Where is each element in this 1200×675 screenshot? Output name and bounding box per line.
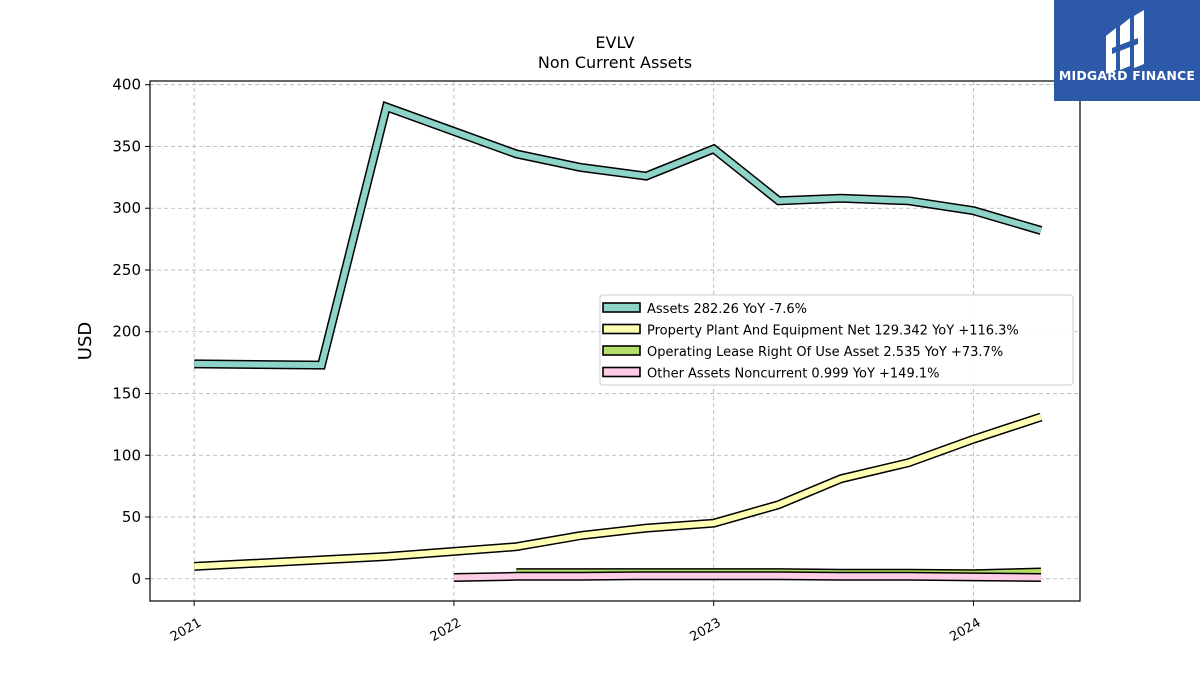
y-tick-label: 150 — [112, 384, 141, 402]
legend-swatch — [602, 345, 641, 356]
legend-label: Property Plant And Equipment Net 129.342… — [647, 324, 1019, 339]
series-line-0 — [194, 102, 1042, 369]
y-tick-label: 300 — [112, 199, 141, 217]
y-tick-label: 200 — [112, 323, 141, 341]
legend-swatch — [602, 323, 641, 335]
series-line-1 — [194, 414, 1042, 570]
legend-swatch — [602, 302, 641, 313]
legend-label: Other Assets Noncurrent 0.999 YoY +149.1… — [647, 367, 939, 382]
legend-swatch — [602, 366, 641, 378]
brand-mark-icon — [1106, 10, 1144, 74]
chart-title: EVLV — [595, 33, 634, 52]
legend-label: Assets 282.26 YoY -7.6% — [647, 302, 807, 317]
y-tick-label: 100 — [112, 446, 141, 464]
series-line-3 — [453, 572, 1042, 581]
series-outline-1 — [193, 412, 1043, 571]
series-layer — [193, 100, 1043, 582]
y-tick-label: 250 — [112, 261, 141, 279]
y-tick-label: 0 — [131, 570, 141, 588]
brand-name: MIDGARD FINANCE — [1058, 68, 1196, 83]
brand-logo: MIDGARD FINANCE — [1054, 0, 1200, 101]
y-tick-label: 400 — [112, 76, 141, 94]
y-tick-label: 50 — [122, 508, 141, 526]
legend-box — [599, 294, 1074, 386]
x-tick-label: 2022 — [428, 615, 464, 645]
y-tick-label: 350 — [112, 137, 141, 155]
legend-label: Operating Lease Right Of Use Asset 2.535… — [647, 345, 1003, 360]
x-tick-label: 2021 — [168, 615, 204, 645]
y-axis-label: USD — [75, 322, 96, 360]
x-tick-label: 2024 — [947, 615, 983, 645]
plot-frame — [149, 80, 1081, 602]
x-tick-label: 2023 — [688, 615, 724, 645]
legend: Assets 282.26 YoY -7.6% Property Plant An… — [599, 294, 1074, 386]
chart-subtitle: Non Current Assets — [538, 53, 692, 72]
